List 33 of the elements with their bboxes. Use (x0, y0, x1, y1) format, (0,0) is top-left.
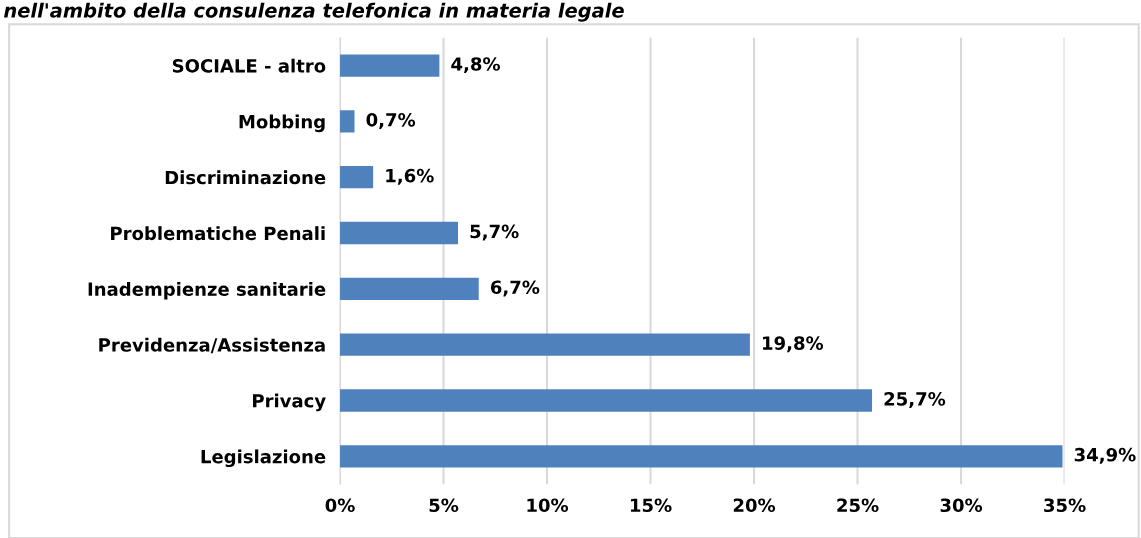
bar (340, 54, 440, 77)
x-tick-label: 15% (630, 498, 672, 513)
bar (340, 445, 1063, 468)
data-label: 5,7% (470, 224, 519, 241)
x-tick-label: 5% (429, 498, 459, 513)
y-tick-label: Privacy (253, 393, 326, 412)
y-tick-label: Mobbing (239, 114, 325, 133)
y-tick-label: Previdenza/Assistenza (99, 337, 325, 354)
y-tick-label: Legislazione (201, 449, 326, 468)
x-tick-label: 0% (325, 498, 355, 513)
y-tick-label: SOCIALE - altro (172, 58, 326, 73)
data-label: 25,7% (884, 392, 946, 409)
data-label: 1,6% (386, 168, 434, 185)
y-tick-label: Inadempienze sanitarie (88, 281, 326, 300)
bar (340, 277, 479, 300)
x-tick-label: 30% (940, 498, 983, 513)
bar (340, 166, 374, 189)
bar (340, 221, 459, 245)
x-tick-label: 25% (837, 498, 879, 513)
data-label: 34,9% (1074, 447, 1136, 464)
data-label: 0,7% (366, 112, 416, 129)
data-label: 4,8% (451, 57, 500, 74)
x-tick-label: 35% (1044, 498, 1086, 513)
data-label: 6,7% (490, 280, 540, 297)
bar (340, 333, 750, 356)
y-tick-label: Discriminazione (165, 170, 326, 185)
x-tick-label: 10% (527, 498, 569, 513)
bar (340, 389, 873, 412)
data-label: 19,8% (763, 336, 824, 353)
y-tick-label: Problematiche Penali (111, 226, 325, 241)
bar (340, 110, 355, 133)
x-tick-label: 20% (733, 498, 776, 513)
chart-title: nell'ambito della consulenza telefonica in materia legale (4, 2, 624, 22)
